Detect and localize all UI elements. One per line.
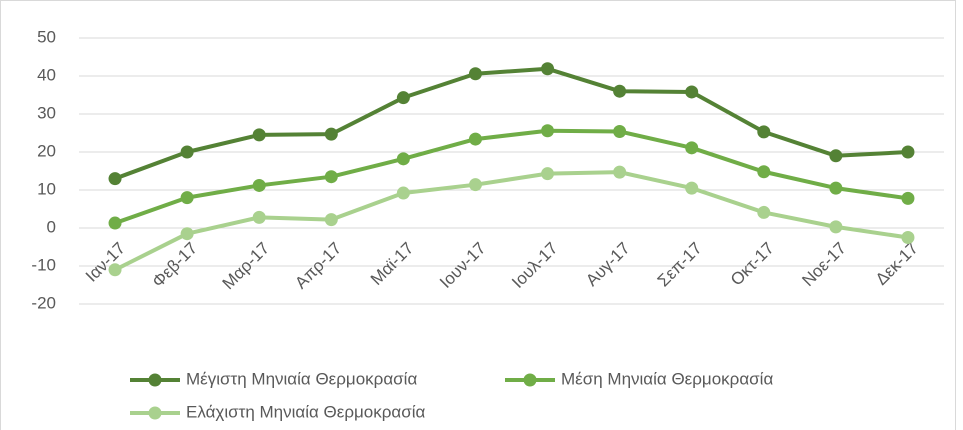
data-point	[757, 205, 771, 219]
data-point	[901, 231, 915, 244]
data-point	[541, 167, 555, 181]
data-point	[468, 67, 482, 81]
legend-marker	[523, 373, 537, 387]
y-tick-label: 30	[37, 103, 56, 122]
data-point	[901, 145, 915, 159]
data-point	[613, 124, 627, 138]
data-point	[108, 216, 122, 230]
series-line	[114, 128, 909, 225]
data-point	[396, 186, 410, 200]
data-point	[108, 263, 122, 277]
data-point	[685, 181, 699, 195]
data-point	[180, 145, 194, 159]
data-point	[757, 165, 771, 179]
y-tick-label: 10	[37, 179, 56, 198]
legend-label: Μέση Μηνιαία Θερμοκρασία	[561, 369, 773, 388]
data-point	[108, 172, 122, 186]
data-point	[324, 213, 338, 227]
data-point	[541, 62, 555, 76]
data-point	[901, 191, 915, 205]
data-point	[685, 141, 699, 155]
data-point	[541, 124, 555, 138]
legend-label: Ελάχιστη Μηνιαία Θερμοκρασία	[186, 402, 426, 421]
data-point	[252, 178, 266, 192]
legend-label: Μέγιστη Μηνιαία Θερμοκρασία	[186, 369, 417, 388]
data-point	[685, 85, 699, 99]
data-point	[757, 125, 771, 139]
data-point	[468, 178, 482, 192]
data-point	[180, 227, 194, 241]
series-line	[114, 170, 909, 272]
legend-marker	[148, 406, 162, 420]
data-point	[829, 149, 843, 163]
data-point	[252, 128, 266, 142]
y-tick-label: 0	[47, 217, 56, 236]
data-point	[829, 181, 843, 195]
y-tick-label: 40	[37, 65, 56, 84]
y-tick-label: 20	[37, 141, 56, 160]
data-point	[324, 127, 338, 141]
data-point	[324, 170, 338, 184]
data-point	[180, 191, 194, 205]
series-line	[114, 66, 909, 181]
legend-marker	[148, 373, 162, 387]
data-point	[468, 132, 482, 146]
data-point	[252, 210, 266, 224]
y-tick-label: 50	[37, 27, 56, 46]
data-point	[829, 220, 843, 234]
data-point	[396, 91, 410, 105]
y-tick-label: -20	[31, 293, 56, 312]
data-point	[613, 84, 627, 98]
y-tick-label: -10	[31, 255, 56, 274]
data-point	[613, 165, 627, 179]
data-point	[396, 152, 410, 166]
